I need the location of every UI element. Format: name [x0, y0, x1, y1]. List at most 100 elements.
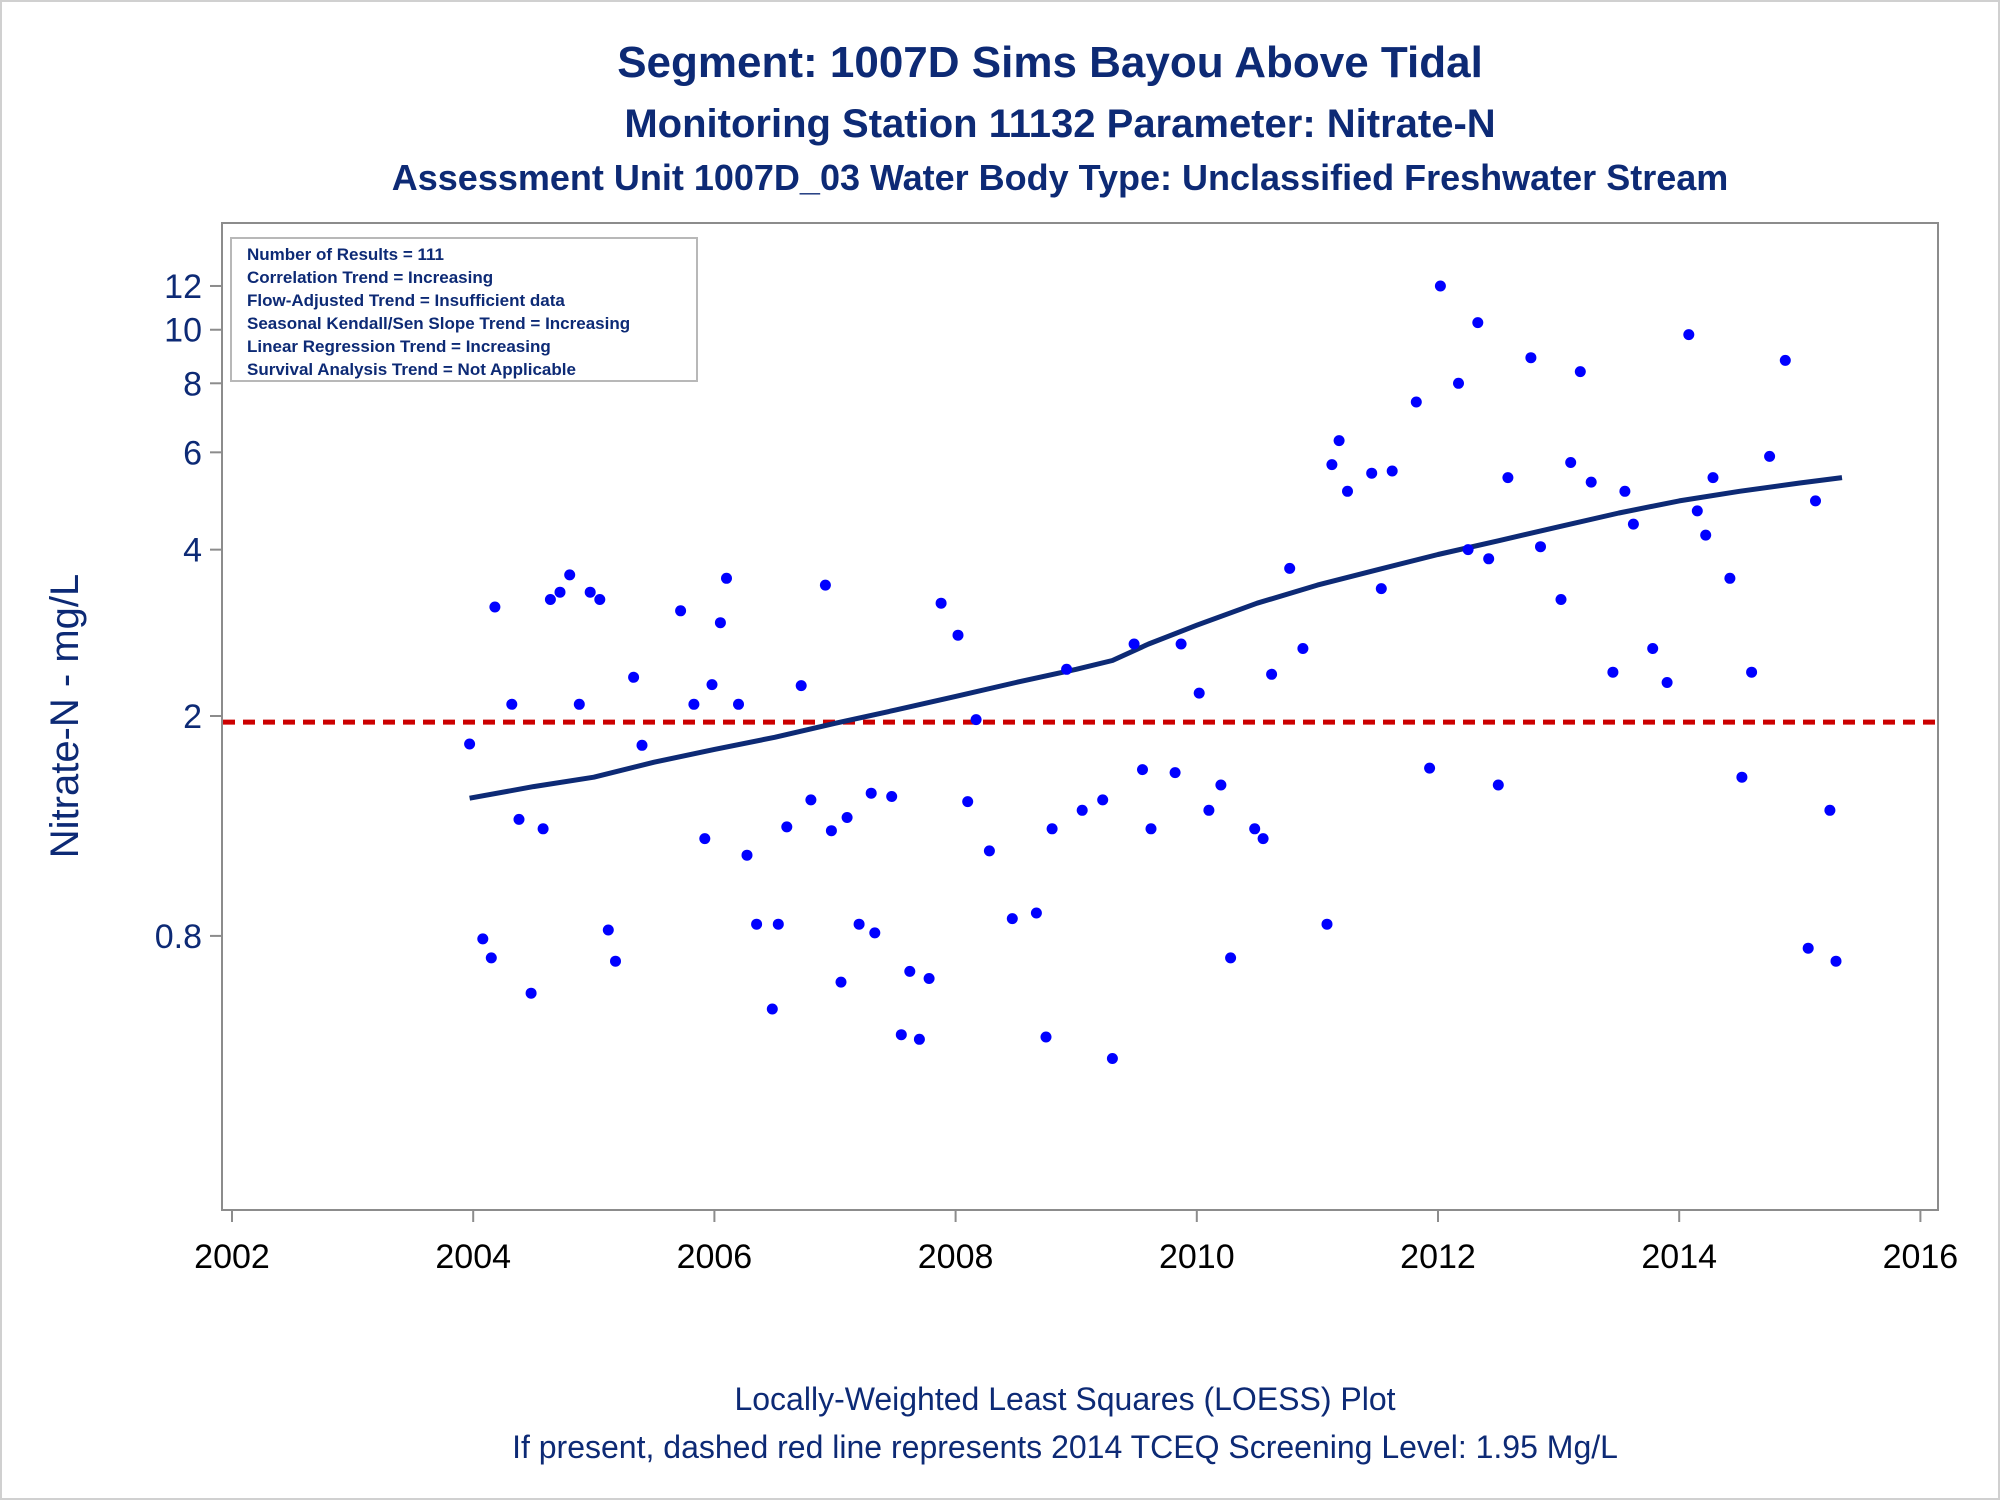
data-point [1691, 505, 1703, 517]
data-point [1333, 435, 1345, 447]
data-point [602, 924, 614, 936]
data-point [1607, 666, 1619, 678]
data-point [714, 617, 726, 629]
data-point [594, 594, 606, 605]
data-point [1366, 467, 1378, 479]
data-point [1137, 764, 1148, 776]
data-point [1619, 485, 1631, 497]
data-point [1764, 450, 1776, 462]
data-point [853, 918, 865, 930]
y-tick-label: 0.8 [155, 918, 202, 956]
data-point [983, 845, 995, 857]
data-point [935, 597, 947, 609]
data-point [1472, 317, 1484, 329]
stats-line: Correlation Trend = Increasing [247, 268, 493, 287]
data-point [781, 821, 793, 833]
data-point [1097, 794, 1109, 806]
data-point [1492, 779, 1504, 791]
x-tick-label: 2014 [1641, 1238, 1717, 1276]
data-point [1824, 804, 1836, 816]
data-point [1375, 583, 1387, 595]
data-point [1076, 804, 1088, 816]
data-point [923, 973, 935, 984]
data-point [537, 823, 549, 835]
chart-footer: Locally-Weighted Least Squares (LOESS) P… [0, 1375, 2000, 1471]
data-point [825, 825, 837, 837]
data-point [1700, 529, 1712, 541]
data-point [610, 955, 621, 967]
y-axis-label: Nitrate-N - mg/L [43, 574, 87, 859]
data-point [1462, 544, 1474, 556]
data-point [1046, 823, 1058, 835]
data-point [819, 579, 831, 591]
data-point [1257, 833, 1269, 845]
x-tick-label: 2010 [1159, 1238, 1235, 1276]
data-point [1585, 476, 1597, 488]
data-point [1779, 354, 1791, 366]
data-point [1225, 952, 1237, 964]
x-tick-label: 2008 [918, 1238, 994, 1276]
data-point [1030, 907, 1042, 919]
data-point [1169, 767, 1181, 779]
y-tick-label: 10 [164, 312, 202, 350]
data-point [1410, 396, 1422, 408]
data-point [1555, 594, 1567, 605]
data-point [962, 796, 974, 808]
data-point [766, 1003, 778, 1015]
data-point [886, 791, 898, 802]
data-point [865, 787, 877, 799]
data-point [1661, 677, 1673, 688]
data-point [675, 605, 687, 617]
data-point [805, 794, 817, 806]
data-point [751, 918, 763, 930]
data-point [952, 629, 964, 641]
data-point [564, 569, 576, 581]
data-point [733, 698, 744, 710]
data-point [913, 1033, 925, 1045]
data-point [1574, 366, 1586, 378]
data-point [706, 679, 718, 691]
data-point [1284, 562, 1296, 574]
data-point [1006, 913, 1018, 925]
data-point [1736, 771, 1748, 783]
x-tick-label: 2002 [194, 1238, 270, 1276]
data-point [1106, 1053, 1118, 1064]
data-point [1453, 377, 1464, 389]
x-tick-label: 2012 [1400, 1238, 1476, 1276]
data-point [1266, 668, 1278, 680]
chart-subtitle: Monitoring Station 11132 Parameter: Nitr… [624, 102, 1496, 146]
stats-line: Survival Analysis Trend = Not Applicable [247, 360, 576, 379]
stats-line: Linear Regression Trend = Increasing [247, 337, 551, 356]
data-point [1627, 518, 1639, 530]
data-point [1525, 352, 1537, 364]
data-point [741, 849, 753, 861]
loess-line [469, 475, 1843, 801]
data-point [1215, 779, 1227, 791]
data-point [1203, 804, 1215, 816]
data-point [554, 586, 566, 598]
data-point [1040, 1031, 1052, 1043]
data-point [1297, 643, 1309, 654]
data-point [1647, 643, 1659, 654]
data-point [699, 833, 711, 845]
data-point [1193, 687, 1205, 699]
data-point [584, 586, 596, 598]
data-point [628, 671, 640, 683]
data-point [1724, 572, 1736, 584]
x-tick-label: 2004 [435, 1238, 511, 1276]
chart-title: Segment: 1007D Sims Bayou Above Tidal [617, 38, 1483, 87]
data-point [1565, 457, 1577, 468]
data-point [1249, 823, 1261, 835]
x-tick-label: 2006 [677, 1238, 753, 1276]
data-point [970, 714, 982, 726]
data-point [489, 601, 501, 613]
data-point [1502, 472, 1514, 484]
data-point [795, 680, 807, 692]
data-point [513, 813, 525, 825]
data-point [636, 739, 648, 751]
data-point [1683, 329, 1695, 341]
chart-subtitle-2: Assessment Unit 1007D_03 Water Body Type… [391, 157, 1729, 198]
x-tick-label: 2016 [1883, 1238, 1959, 1276]
footer-line-2: If present, dashed red line represents 2… [512, 1429, 1618, 1465]
